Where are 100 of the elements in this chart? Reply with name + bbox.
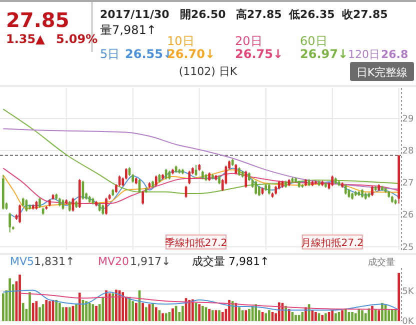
- bar: [154, 307, 158, 321]
- bar: [68, 307, 71, 321]
- bar: [105, 290, 108, 321]
- bar: [344, 308, 347, 321]
- text: 收27.85: [342, 8, 388, 21]
- text: 量7,981↑: [100, 23, 156, 37]
- line-series: [2, 169, 400, 210]
- annotation: 季線扣抵27.2: [164, 237, 228, 249]
- text: MV5: [10, 255, 34, 268]
- bar: [122, 292, 124, 321]
- text: 60日: [300, 34, 328, 48]
- annotation: 1,917↓: [130, 255, 171, 268]
- bar: [85, 301, 88, 321]
- bar: [341, 310, 344, 321]
- bar: [2, 293, 4, 321]
- text: 高27.85: [236, 8, 282, 21]
- annotation: 月線扣抵27.2: [301, 237, 364, 249]
- text: 5日: [100, 47, 120, 61]
- bar: [8, 278, 11, 321]
- candlestick: [154, 175, 158, 187]
- text: 10日: [167, 34, 194, 48]
- text: 26.97↓: [300, 47, 348, 61]
- bar: [162, 313, 164, 321]
- candlestick: [331, 175, 334, 187]
- bar: [354, 313, 357, 321]
- candlestick: [244, 170, 248, 188]
- candlestick: [164, 168, 168, 180]
- text: 26.75↓: [235, 47, 284, 61]
- bar: [301, 312, 304, 321]
- bar: [264, 313, 267, 321]
- bar: [218, 310, 220, 321]
- bar: [75, 304, 78, 321]
- bar: [22, 302, 24, 321]
- bar: [398, 272, 400, 321]
- bar: [248, 308, 250, 321]
- y-tick-label: 29: [402, 114, 414, 124]
- text: 2017/11/30: [100, 8, 170, 21]
- bar: [55, 300, 58, 321]
- bar: [168, 312, 171, 321]
- y-tick-label: 25: [402, 242, 414, 253]
- bar: [78, 292, 81, 321]
- y-tick-label: 0K: [402, 317, 415, 325]
- bar: [311, 310, 314, 321]
- bar: [364, 313, 367, 321]
- bar: [198, 304, 200, 321]
- bar: [221, 312, 224, 321]
- candlestick: [142, 190, 144, 205]
- bar: [18, 274, 21, 321]
- text: 26.8: [381, 48, 408, 61]
- bar: [351, 312, 354, 321]
- line-series: [2, 290, 400, 311]
- bar: [268, 310, 270, 321]
- bar: [144, 307, 148, 321]
- bar: [48, 301, 51, 321]
- bar: [88, 302, 91, 321]
- bar: [368, 308, 370, 321]
- bar: [192, 299, 194, 321]
- bar: [211, 310, 214, 321]
- candlestick: [254, 180, 258, 196]
- bar: [164, 313, 168, 321]
- annotation: 1,831↑: [34, 255, 75, 268]
- candlestick: [102, 204, 104, 216]
- text: 5.09%: [56, 32, 98, 46]
- bar: [288, 308, 290, 321]
- bar: [321, 314, 324, 321]
- bar: [132, 301, 134, 321]
- bar: [324, 313, 327, 321]
- bar: [314, 312, 317, 321]
- bar: [95, 306, 98, 321]
- bar: [202, 306, 204, 321]
- annotation: 成交量 7,981↑: [192, 255, 270, 268]
- bar: [35, 301, 38, 321]
- text: 低26.35: [288, 8, 335, 21]
- bar: [45, 300, 48, 321]
- text: 開26.50: [180, 8, 226, 21]
- bar: [361, 310, 364, 321]
- bar: [38, 307, 41, 321]
- bar: [238, 307, 240, 321]
- text: 26.70↓: [167, 47, 216, 61]
- bar: [231, 301, 234, 321]
- bar: [142, 302, 144, 321]
- bar: [32, 302, 34, 321]
- candlestick: [268, 184, 270, 196]
- candlestick: [344, 184, 347, 196]
- candlestick: [105, 197, 108, 216]
- bar: [28, 292, 31, 321]
- y-tick-label: 28: [402, 146, 414, 157]
- text: 1.35▲: [6, 32, 46, 46]
- bar: [371, 306, 374, 321]
- bar: [298, 314, 300, 321]
- candlestick: [68, 200, 71, 212]
- bar: [152, 302, 154, 321]
- bar: [294, 314, 297, 321]
- text: 27.85: [6, 8, 70, 32]
- bar: [115, 290, 118, 321]
- bar: [244, 310, 248, 321]
- candlestick: [18, 204, 21, 224]
- line-series: [2, 128, 400, 190]
- line-series: [2, 168, 400, 204]
- text: 120日: [348, 48, 380, 61]
